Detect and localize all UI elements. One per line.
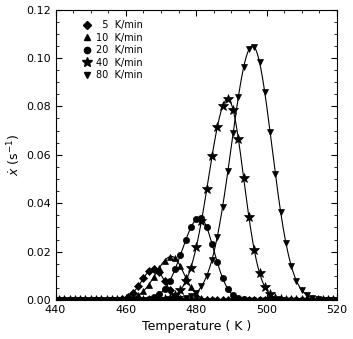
Y-axis label: $\dot{x}$ (s$^{-1}$): $\dot{x}$ (s$^{-1}$) (6, 134, 23, 176)
X-axis label: Temperature ( K ): Temperature ( K ) (142, 320, 251, 334)
Legend:   5  K/min, 10  K/min, 20  K/min, 40  K/min, 80  K/min: 5 K/min, 10 K/min, 20 K/min, 40 K/min, 8… (83, 20, 142, 80)
